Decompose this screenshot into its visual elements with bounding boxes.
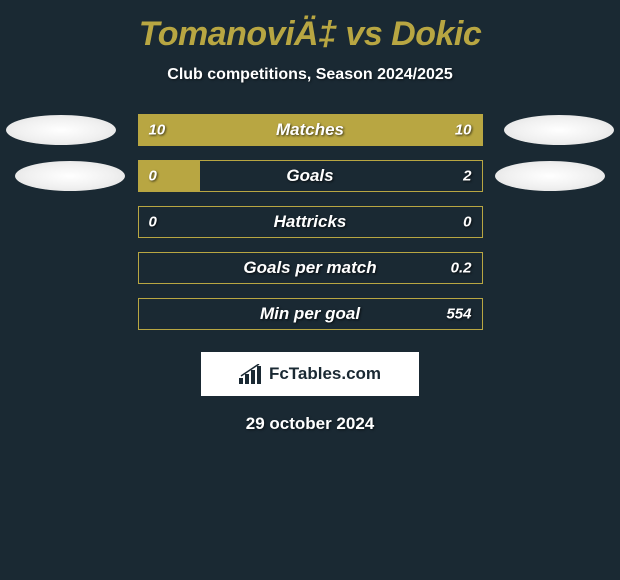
stats-rows: Matches 10 10 Goals 0 2 Hattricks 0 0 Goals per m… xyxy=(0,114,620,330)
stat-bar: Matches 10 10 xyxy=(138,114,483,146)
main-container: TomanoviÄ‡ vs Dokic Club competitions, S… xyxy=(0,0,620,444)
brand-text: FcTables.com xyxy=(269,364,381,384)
stat-value-right: 0 xyxy=(463,214,471,231)
stat-value-left: 10 xyxy=(149,122,166,139)
stat-value-right: 2 xyxy=(463,168,471,185)
stat-label: Goals xyxy=(286,166,333,186)
stat-row: Hattricks 0 0 xyxy=(0,206,620,238)
stat-value-left: 0 xyxy=(149,168,157,185)
date-label: 29 october 2024 xyxy=(246,414,375,434)
stat-label: Matches xyxy=(276,120,344,140)
stat-label: Goals per match xyxy=(243,258,376,278)
stat-label: Hattricks xyxy=(274,212,347,232)
stat-bar: Min per goal 554 xyxy=(138,298,483,330)
player-ellipse-right xyxy=(504,115,614,145)
subtitle: Club competitions, Season 2024/2025 xyxy=(167,66,452,84)
page-title: TomanoviÄ‡ vs Dokic xyxy=(139,15,482,54)
stat-bar: Hattricks 0 0 xyxy=(138,206,483,238)
stat-value-right: 10 xyxy=(455,122,472,139)
stat-row: Goals per match 0.2 xyxy=(0,252,620,284)
stat-label: Min per goal xyxy=(260,304,360,324)
brand-box[interactable]: FcTables.com xyxy=(201,352,419,396)
stat-row: Goals 0 2 xyxy=(0,160,620,192)
brand-chart-icon xyxy=(239,364,263,384)
stat-row: Matches 10 10 xyxy=(0,114,620,146)
stat-row: Min per goal 554 xyxy=(0,298,620,330)
player-ellipse-left xyxy=(15,161,125,191)
stat-bar: Goals per match 0.2 xyxy=(138,252,483,284)
stat-value-right: 554 xyxy=(446,306,471,323)
stat-bar: Goals 0 2 xyxy=(138,160,483,192)
stat-value-left: 0 xyxy=(149,214,157,231)
player-ellipse-left xyxy=(6,115,116,145)
stat-value-right: 0.2 xyxy=(451,260,472,277)
player-ellipse-right xyxy=(495,161,605,191)
